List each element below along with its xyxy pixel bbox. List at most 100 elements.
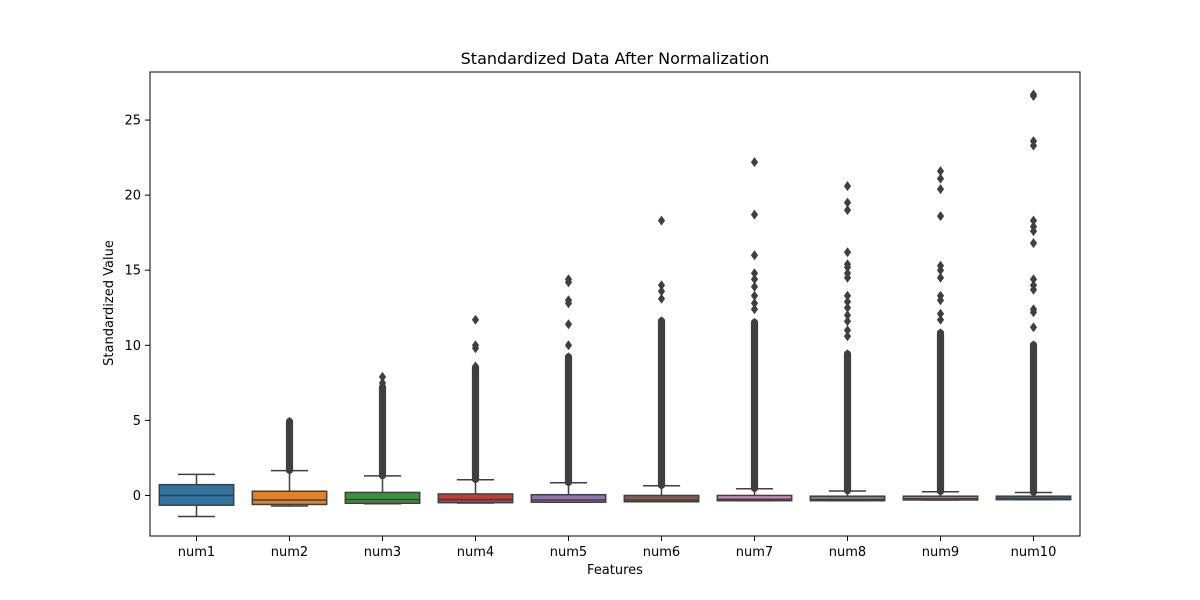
x-tick-label: num2 (271, 545, 308, 560)
box-num8-outlier (843, 349, 852, 360)
box-num7-outlier (750, 298, 759, 309)
box-num9-outlier (936, 265, 945, 276)
box-num4-outlier (471, 314, 480, 325)
y-tick-label: 25 (124, 114, 141, 129)
box-num6-outlier-band (657, 317, 666, 489)
box-num10-outlier (1029, 226, 1038, 237)
box-num5-outlier (564, 298, 573, 309)
box-num3-outlier (378, 470, 387, 481)
box-num4 (437, 493, 514, 504)
box-num10-outlier (1029, 140, 1038, 151)
box-num9-outlier (936, 295, 945, 306)
plot-frame (149, 71, 1081, 537)
box-num5 (530, 493, 607, 503)
x-tick-label: num9 (922, 545, 959, 560)
y-tick-label: 20 (124, 189, 141, 204)
y-tick-label: 0 (133, 489, 141, 504)
box-num8-outlier (843, 331, 852, 342)
box-num5-outlier (564, 352, 573, 363)
box-num9-outlier (936, 184, 945, 195)
box-num10-outlier (1029, 340, 1038, 351)
box-num9-outlier (936, 314, 945, 325)
box-num7-outlier (750, 482, 759, 493)
box-num9-outlier (936, 272, 945, 283)
box-num4-outlier (471, 343, 480, 354)
box-num10-outlier-band (1029, 341, 1038, 496)
box-num2-outlier (285, 419, 294, 430)
box-num5-outlier (564, 340, 573, 351)
box-num4-outlier (471, 473, 480, 484)
box-num3-outlier (378, 371, 387, 382)
box-num6-outlier (657, 215, 666, 226)
box-num8-outlier (843, 205, 852, 216)
box-num8-outlier (843, 272, 852, 283)
box-num10-outlier (1029, 307, 1038, 318)
box-num2 (251, 490, 328, 506)
box-num9-outlier (936, 173, 945, 184)
box-num7-outlier (750, 268, 759, 279)
box-num8-outlier (843, 316, 852, 327)
box-num6-outlier (657, 293, 666, 304)
box-num10-outlier (1029, 322, 1038, 333)
x-tick-label: num5 (550, 545, 587, 560)
box-num9-outlier (936, 485, 945, 496)
box-num3-outlier (378, 377, 387, 388)
x-tick-label: num6 (643, 545, 680, 560)
box-num6-outlier (657, 316, 666, 327)
box-num5-outlier (564, 476, 573, 487)
box-num6 (623, 494, 700, 503)
box-num9-outlier (936, 211, 945, 222)
box-num9-outlier (936, 308, 945, 319)
box-num2-outlier (285, 464, 294, 475)
box-num8 (809, 495, 886, 502)
box-num7-outlier (750, 274, 759, 285)
box-num10-outlier (1029, 274, 1038, 285)
box-num10-outlier (1029, 215, 1038, 226)
x-tick-label: num8 (829, 545, 866, 560)
x-tick-label: num1 (178, 545, 215, 560)
box-num10-outlier (1029, 284, 1038, 295)
box-num7-outlier (750, 157, 759, 168)
box-num9-outlier (936, 328, 945, 339)
box-num7-outlier (750, 317, 759, 328)
x-tick-label: num3 (364, 545, 401, 560)
box-num9-outlier-band (936, 329, 945, 495)
box-num8-outlier (843, 310, 852, 321)
box-num4-outlier-band (471, 363, 480, 483)
box-num6-outlier (657, 479, 666, 490)
box-num8-outlier (843, 485, 852, 496)
box-num5-outlier (564, 319, 573, 330)
box-num8-outlier (843, 290, 852, 301)
box-num7-outlier (750, 250, 759, 261)
box-num5-outlier (564, 277, 573, 288)
box-num3 (344, 491, 421, 505)
box-num6-outlier (657, 280, 666, 291)
box-num8-outlier (843, 247, 852, 258)
box-num7 (716, 494, 793, 502)
box-num6-outlier (657, 286, 666, 297)
chart-title: Standardized Data After Normalization (461, 49, 770, 68)
box-num7-outlier (750, 290, 759, 301)
box-num7-outlier (750, 209, 759, 220)
box-num2-outlier-band (285, 417, 294, 474)
y-tick-label: 10 (124, 339, 141, 354)
box-num8-outlier (843, 262, 852, 273)
box-num10-outlier (1029, 486, 1038, 497)
x-tick-label: num4 (457, 545, 494, 560)
box-num7-outlier-band (750, 318, 759, 492)
box-num8-outlier (843, 325, 852, 336)
box-num7-outlier (750, 281, 759, 292)
box-num8-outlier-band (843, 350, 852, 495)
box-num8-outlier (843, 302, 852, 313)
box-num4-outlier (471, 361, 480, 372)
y-axis-label: Standardized Value (102, 240, 117, 366)
plot-area: 0 5 10 15 20 25 num1 num2 num3 num4 num5 num6 num7 nu… (124, 71, 1081, 560)
x-tick-label: num7 (736, 545, 773, 560)
box-num10-outlier (1029, 238, 1038, 249)
x-axis-label: Features (587, 563, 643, 578)
y-tick-label: 5 (133, 414, 141, 429)
x-tick-label: num10 (1011, 545, 1057, 560)
box-num8-outlier (843, 197, 852, 208)
box-num5-outlier-band (564, 353, 573, 486)
